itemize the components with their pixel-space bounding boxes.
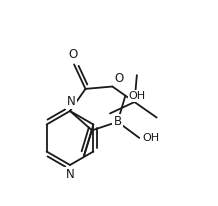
Text: N: N <box>67 95 75 108</box>
Text: OH: OH <box>128 91 145 101</box>
Text: O: O <box>68 48 78 61</box>
Text: B: B <box>114 115 122 128</box>
Text: N: N <box>66 168 74 181</box>
Text: O: O <box>114 71 124 84</box>
Text: OH: OH <box>142 133 159 143</box>
